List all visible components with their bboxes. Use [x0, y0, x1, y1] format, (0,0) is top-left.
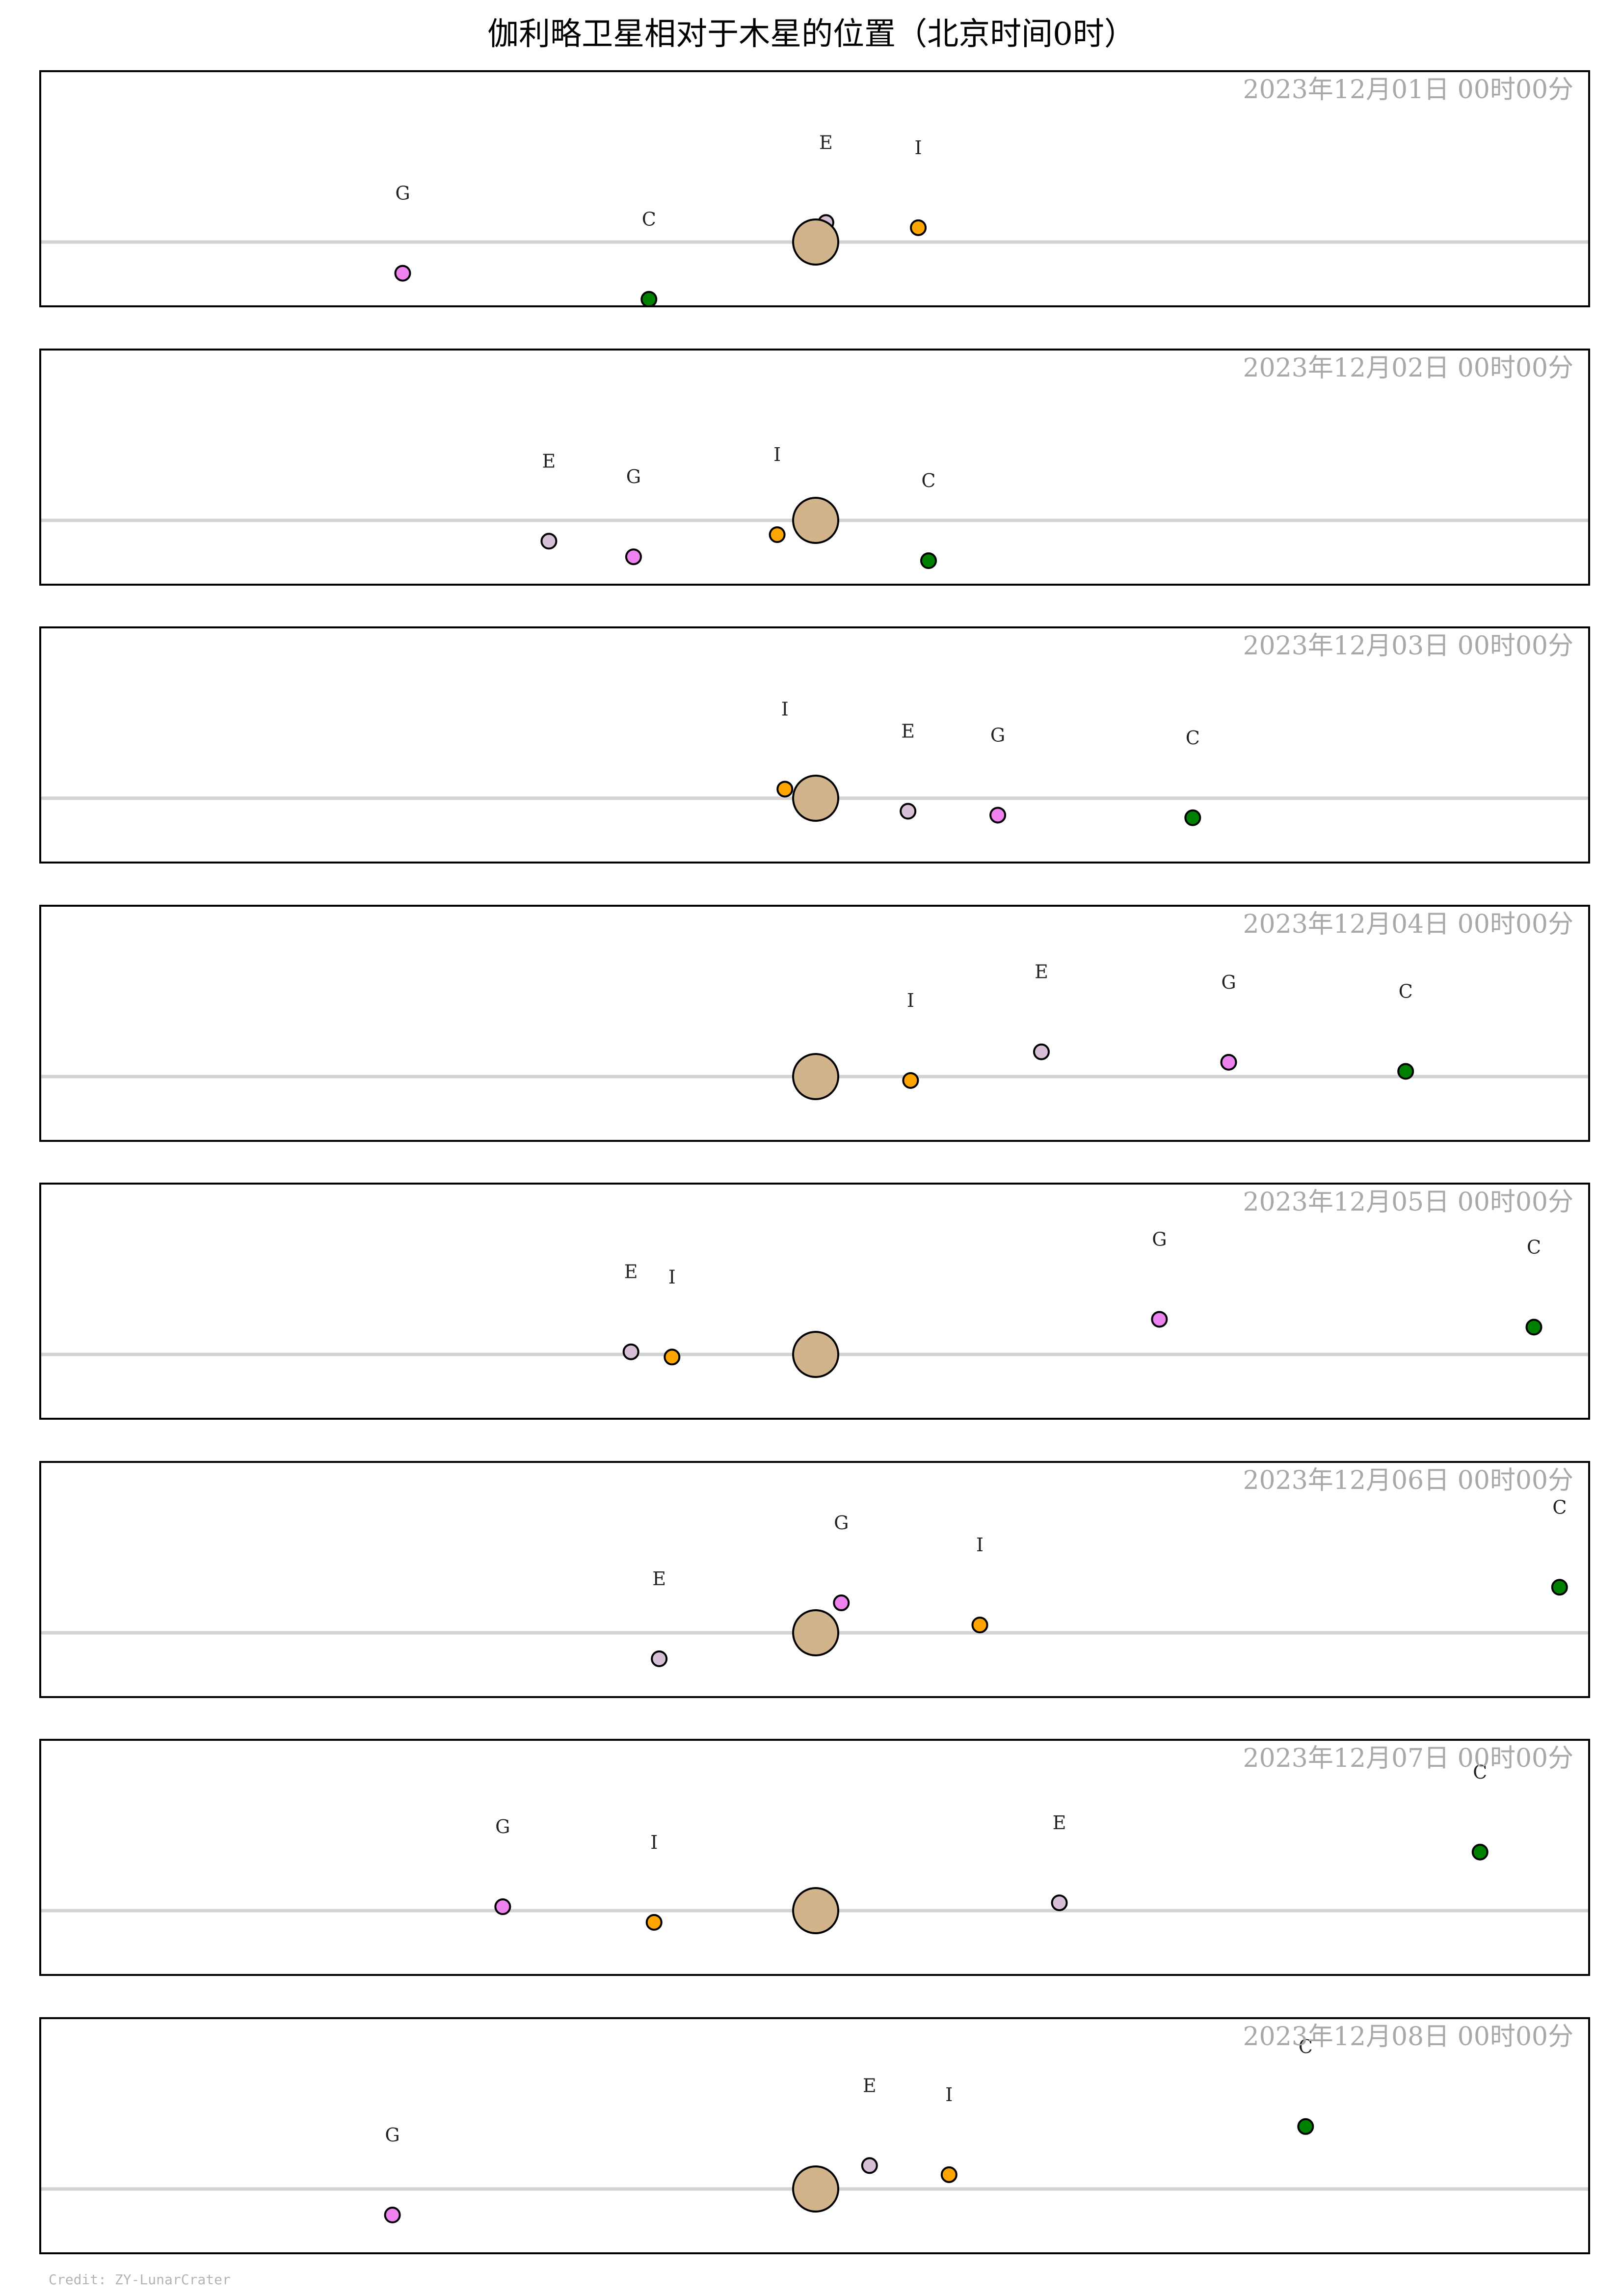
moon-label-G: G	[1152, 1228, 1167, 1250]
day-panel: 2023年12月01日 00时00分 E I G C	[39, 70, 1590, 307]
moon-label-C: C	[921, 470, 935, 491]
panel-timestamp: 2023年12月06日 00时00分	[1243, 1465, 1573, 1495]
panel-plot: G I E C	[41, 1761, 1588, 1934]
moon-marker-C	[640, 291, 658, 305]
moon-marker-C	[1471, 1843, 1489, 1861]
jupiter-disc	[792, 218, 839, 266]
moon-label-I: I	[945, 2083, 953, 2105]
panel-plot: E G I C	[41, 444, 1588, 569]
moon-label-I: I	[650, 1832, 658, 1853]
moon-marker-C	[1297, 2118, 1314, 2135]
moon-label-I: I	[781, 698, 789, 720]
jupiter-disc	[792, 1331, 839, 1378]
moon-marker-E	[622, 1343, 639, 1360]
panel-plot: I E G C	[41, 961, 1588, 1100]
moon-label-E: E	[624, 1261, 638, 1283]
panel-plot: G E I C	[41, 2035, 1588, 2223]
moon-marker-C	[1525, 1319, 1543, 1336]
moon-label-E: E	[819, 132, 833, 153]
page-title: 伽利略卫星相对于木星的位置（北京时间0时）	[487, 16, 1136, 53]
panel-plot: E I G C	[41, 1228, 1588, 1378]
moon-label-G: G	[385, 2124, 399, 2146]
panel-timestamp: 2023年12月03日 00时00分	[1243, 631, 1573, 661]
moon-marker-I	[940, 2166, 958, 2183]
panel-timestamp: 2023年12月01日 00时00分	[1243, 75, 1573, 105]
jupiter-disc	[792, 1887, 839, 1934]
panel-timestamp: 2023年12月08日 00时00分	[1243, 2022, 1573, 2052]
jupiter-disc	[792, 1053, 839, 1100]
day-panel: 2023年12月04日 00时00分 I E G C	[39, 904, 1590, 1142]
panel-timestamp: 2023年12月05日 00时00分	[1243, 1188, 1573, 1217]
moon-label-C: C	[1186, 727, 1200, 749]
jupiter-disc	[792, 775, 839, 822]
moon-label-C: C	[1552, 1496, 1567, 1518]
jupiter-disc	[792, 496, 839, 544]
moon-marker-G	[384, 2206, 401, 2223]
moon-marker-E	[1051, 1894, 1068, 1912]
moon-marker-G	[1220, 1053, 1237, 1071]
day-panel: 2023年12月05日 00时00分 E I G C	[39, 1183, 1590, 1420]
moon-marker-I	[910, 219, 927, 236]
panel-timestamp: 2023年12月02日 00时00分	[1243, 353, 1573, 383]
moon-marker-I	[902, 1072, 919, 1089]
panel-plot: E I G C	[41, 132, 1588, 305]
moon-label-G: G	[990, 724, 1005, 746]
moon-marker-G	[394, 265, 411, 282]
moon-marker-I	[776, 781, 794, 798]
moon-label-I: I	[915, 137, 922, 159]
day-panel: 2023年12月02日 00时00分 E G I C	[39, 348, 1590, 586]
moon-label-I: I	[976, 1534, 984, 1556]
moon-label-I: I	[668, 1266, 676, 1288]
moon-marker-C	[1397, 1062, 1414, 1080]
day-panel: 2023年12月06日 00时00分 E G I C	[39, 1460, 1590, 1698]
moon-marker-E	[900, 803, 917, 820]
moon-label-C: C	[1299, 2035, 1313, 2057]
moon-label-G: G	[1221, 971, 1236, 993]
moon-label-C: C	[1473, 1761, 1487, 1783]
moon-marker-I	[769, 526, 786, 543]
credit-text: Credit: ZY-LunarCrater	[49, 2271, 231, 2288]
day-panel: 2023年12月07日 00时00分 G I E C	[39, 1739, 1590, 1976]
moon-marker-E	[1033, 1043, 1050, 1060]
moon-label-G: G	[626, 466, 641, 487]
moon-label-E: E	[1053, 1812, 1066, 1834]
moon-label-E: E	[1035, 961, 1048, 982]
moon-label-I: I	[907, 989, 914, 1011]
moon-label-G: G	[834, 1512, 849, 1534]
moon-marker-I	[664, 1349, 681, 1366]
moon-marker-C	[1551, 1578, 1568, 1595]
moon-marker-G	[494, 1898, 511, 1916]
moon-label-I: I	[773, 444, 781, 465]
panel-timestamp: 2023年12月07日 00时00分	[1243, 1744, 1573, 1773]
jupiter-disc	[792, 1609, 839, 1656]
moon-label-C: C	[642, 209, 656, 230]
moon-marker-C	[920, 552, 937, 569]
moon-marker-C	[1184, 809, 1201, 826]
panel-plot: E G I C	[41, 1496, 1588, 1667]
moon-label-E: E	[652, 1568, 666, 1590]
moon-marker-I	[645, 1914, 663, 1931]
panel-timestamp: 2023年12月04日 00时00分	[1243, 909, 1573, 939]
day-panel: 2023年12月08日 00时00分 G E I C	[39, 2017, 1590, 2254]
moon-label-G: G	[395, 183, 410, 204]
moon-marker-E	[651, 1650, 668, 1667]
moon-label-G: G	[495, 1816, 510, 1837]
moon-marker-E	[861, 2157, 878, 2174]
moon-marker-G	[625, 548, 642, 565]
jupiter-disc	[792, 2165, 839, 2213]
moon-label-E: E	[542, 450, 556, 472]
moon-label-E: E	[863, 2075, 877, 2096]
moon-label-E: E	[901, 721, 915, 742]
moon-marker-G	[833, 1594, 850, 1611]
moon-marker-G	[1151, 1311, 1168, 1328]
moon-marker-G	[989, 807, 1007, 824]
day-panel: 2023年12月03日 00时00分 I E G C	[39, 626, 1590, 864]
moon-marker-I	[971, 1616, 988, 1633]
panel-plot: I E G C	[41, 698, 1588, 826]
moon-label-C: C	[1399, 980, 1413, 1002]
moon-marker-E	[540, 532, 558, 549]
moon-label-C: C	[1527, 1236, 1541, 1258]
